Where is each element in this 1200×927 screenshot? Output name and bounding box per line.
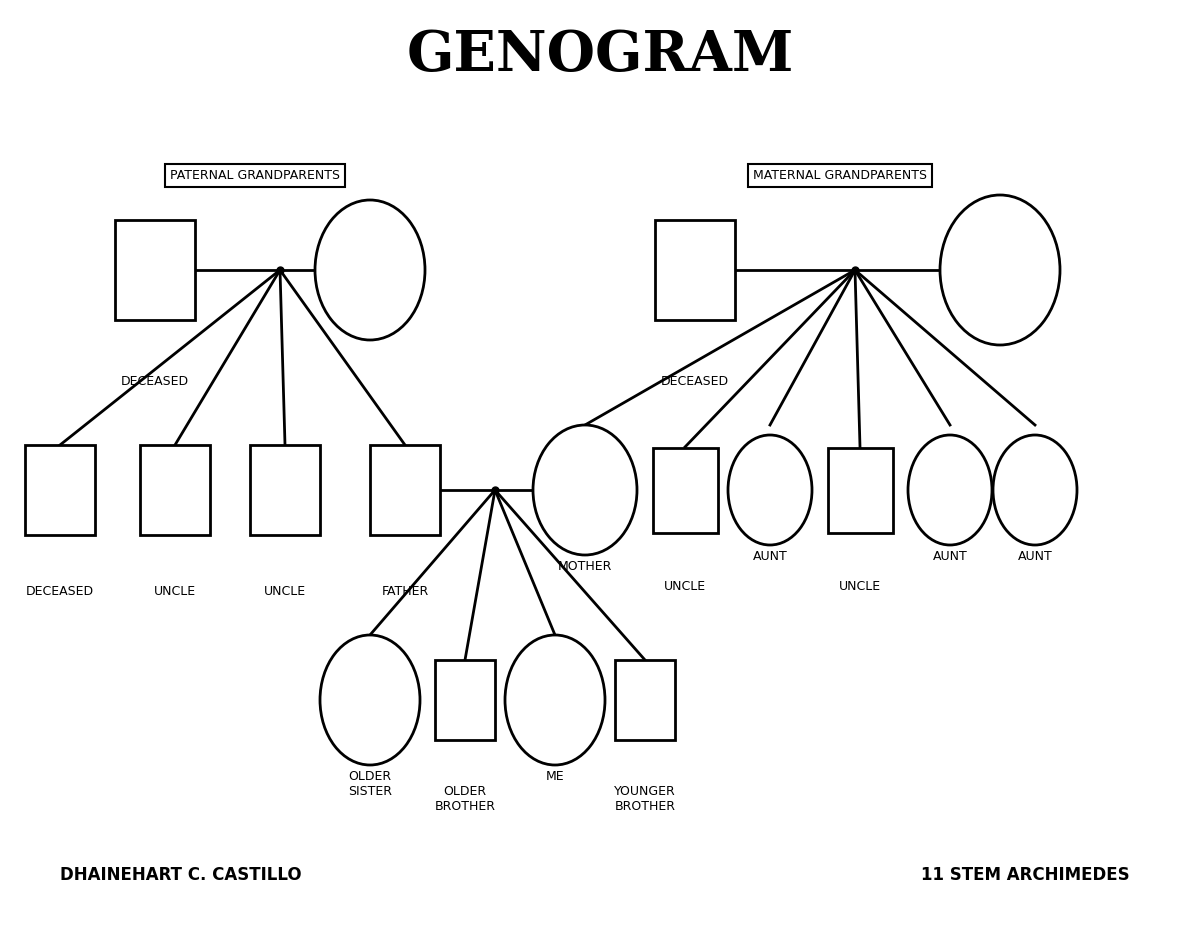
Ellipse shape <box>314 200 425 340</box>
Bar <box>370 445 440 535</box>
Text: DECEASED: DECEASED <box>661 375 730 388</box>
Text: OLDER
SISTER: OLDER SISTER <box>348 770 392 798</box>
Text: UNCLE: UNCLE <box>664 580 706 593</box>
Bar <box>828 448 893 532</box>
Text: UNCLE: UNCLE <box>839 580 881 593</box>
Text: 11 STEM ARCHIMEDES: 11 STEM ARCHIMEDES <box>922 866 1130 884</box>
Ellipse shape <box>728 435 812 545</box>
Text: OLDER
BROTHER: OLDER BROTHER <box>434 785 496 813</box>
Ellipse shape <box>533 425 637 555</box>
Text: YOUNGER
BROTHER: YOUNGER BROTHER <box>614 785 676 813</box>
Bar <box>250 445 320 535</box>
Text: MATERNAL GRANDPARENTS: MATERNAL GRANDPARENTS <box>754 169 928 182</box>
Text: MOTHER: MOTHER <box>558 560 612 573</box>
Ellipse shape <box>505 635 605 765</box>
Text: UNCLE: UNCLE <box>264 585 306 598</box>
Text: DHAINEHART C. CASTILLO: DHAINEHART C. CASTILLO <box>60 866 301 884</box>
Bar <box>653 448 718 532</box>
Text: FATHER: FATHER <box>382 585 428 598</box>
Text: DECEASED: DECEASED <box>121 375 190 388</box>
Text: AUNT: AUNT <box>752 550 787 563</box>
Ellipse shape <box>320 635 420 765</box>
Ellipse shape <box>994 435 1078 545</box>
Text: AUNT: AUNT <box>932 550 967 563</box>
Bar <box>616 660 674 740</box>
Bar <box>115 220 194 320</box>
Text: AUNT: AUNT <box>1018 550 1052 563</box>
Bar <box>140 445 210 535</box>
Text: DECEASED: DECEASED <box>26 585 94 598</box>
Bar <box>436 660 496 740</box>
Bar <box>25 445 95 535</box>
Text: PATERNAL GRANDPARENTS: PATERNAL GRANDPARENTS <box>170 169 340 182</box>
Text: GENOGRAM: GENOGRAM <box>407 28 793 83</box>
Bar <box>655 220 734 320</box>
Ellipse shape <box>940 195 1060 345</box>
Ellipse shape <box>908 435 992 545</box>
Text: ME: ME <box>546 770 564 783</box>
Text: UNCLE: UNCLE <box>154 585 196 598</box>
